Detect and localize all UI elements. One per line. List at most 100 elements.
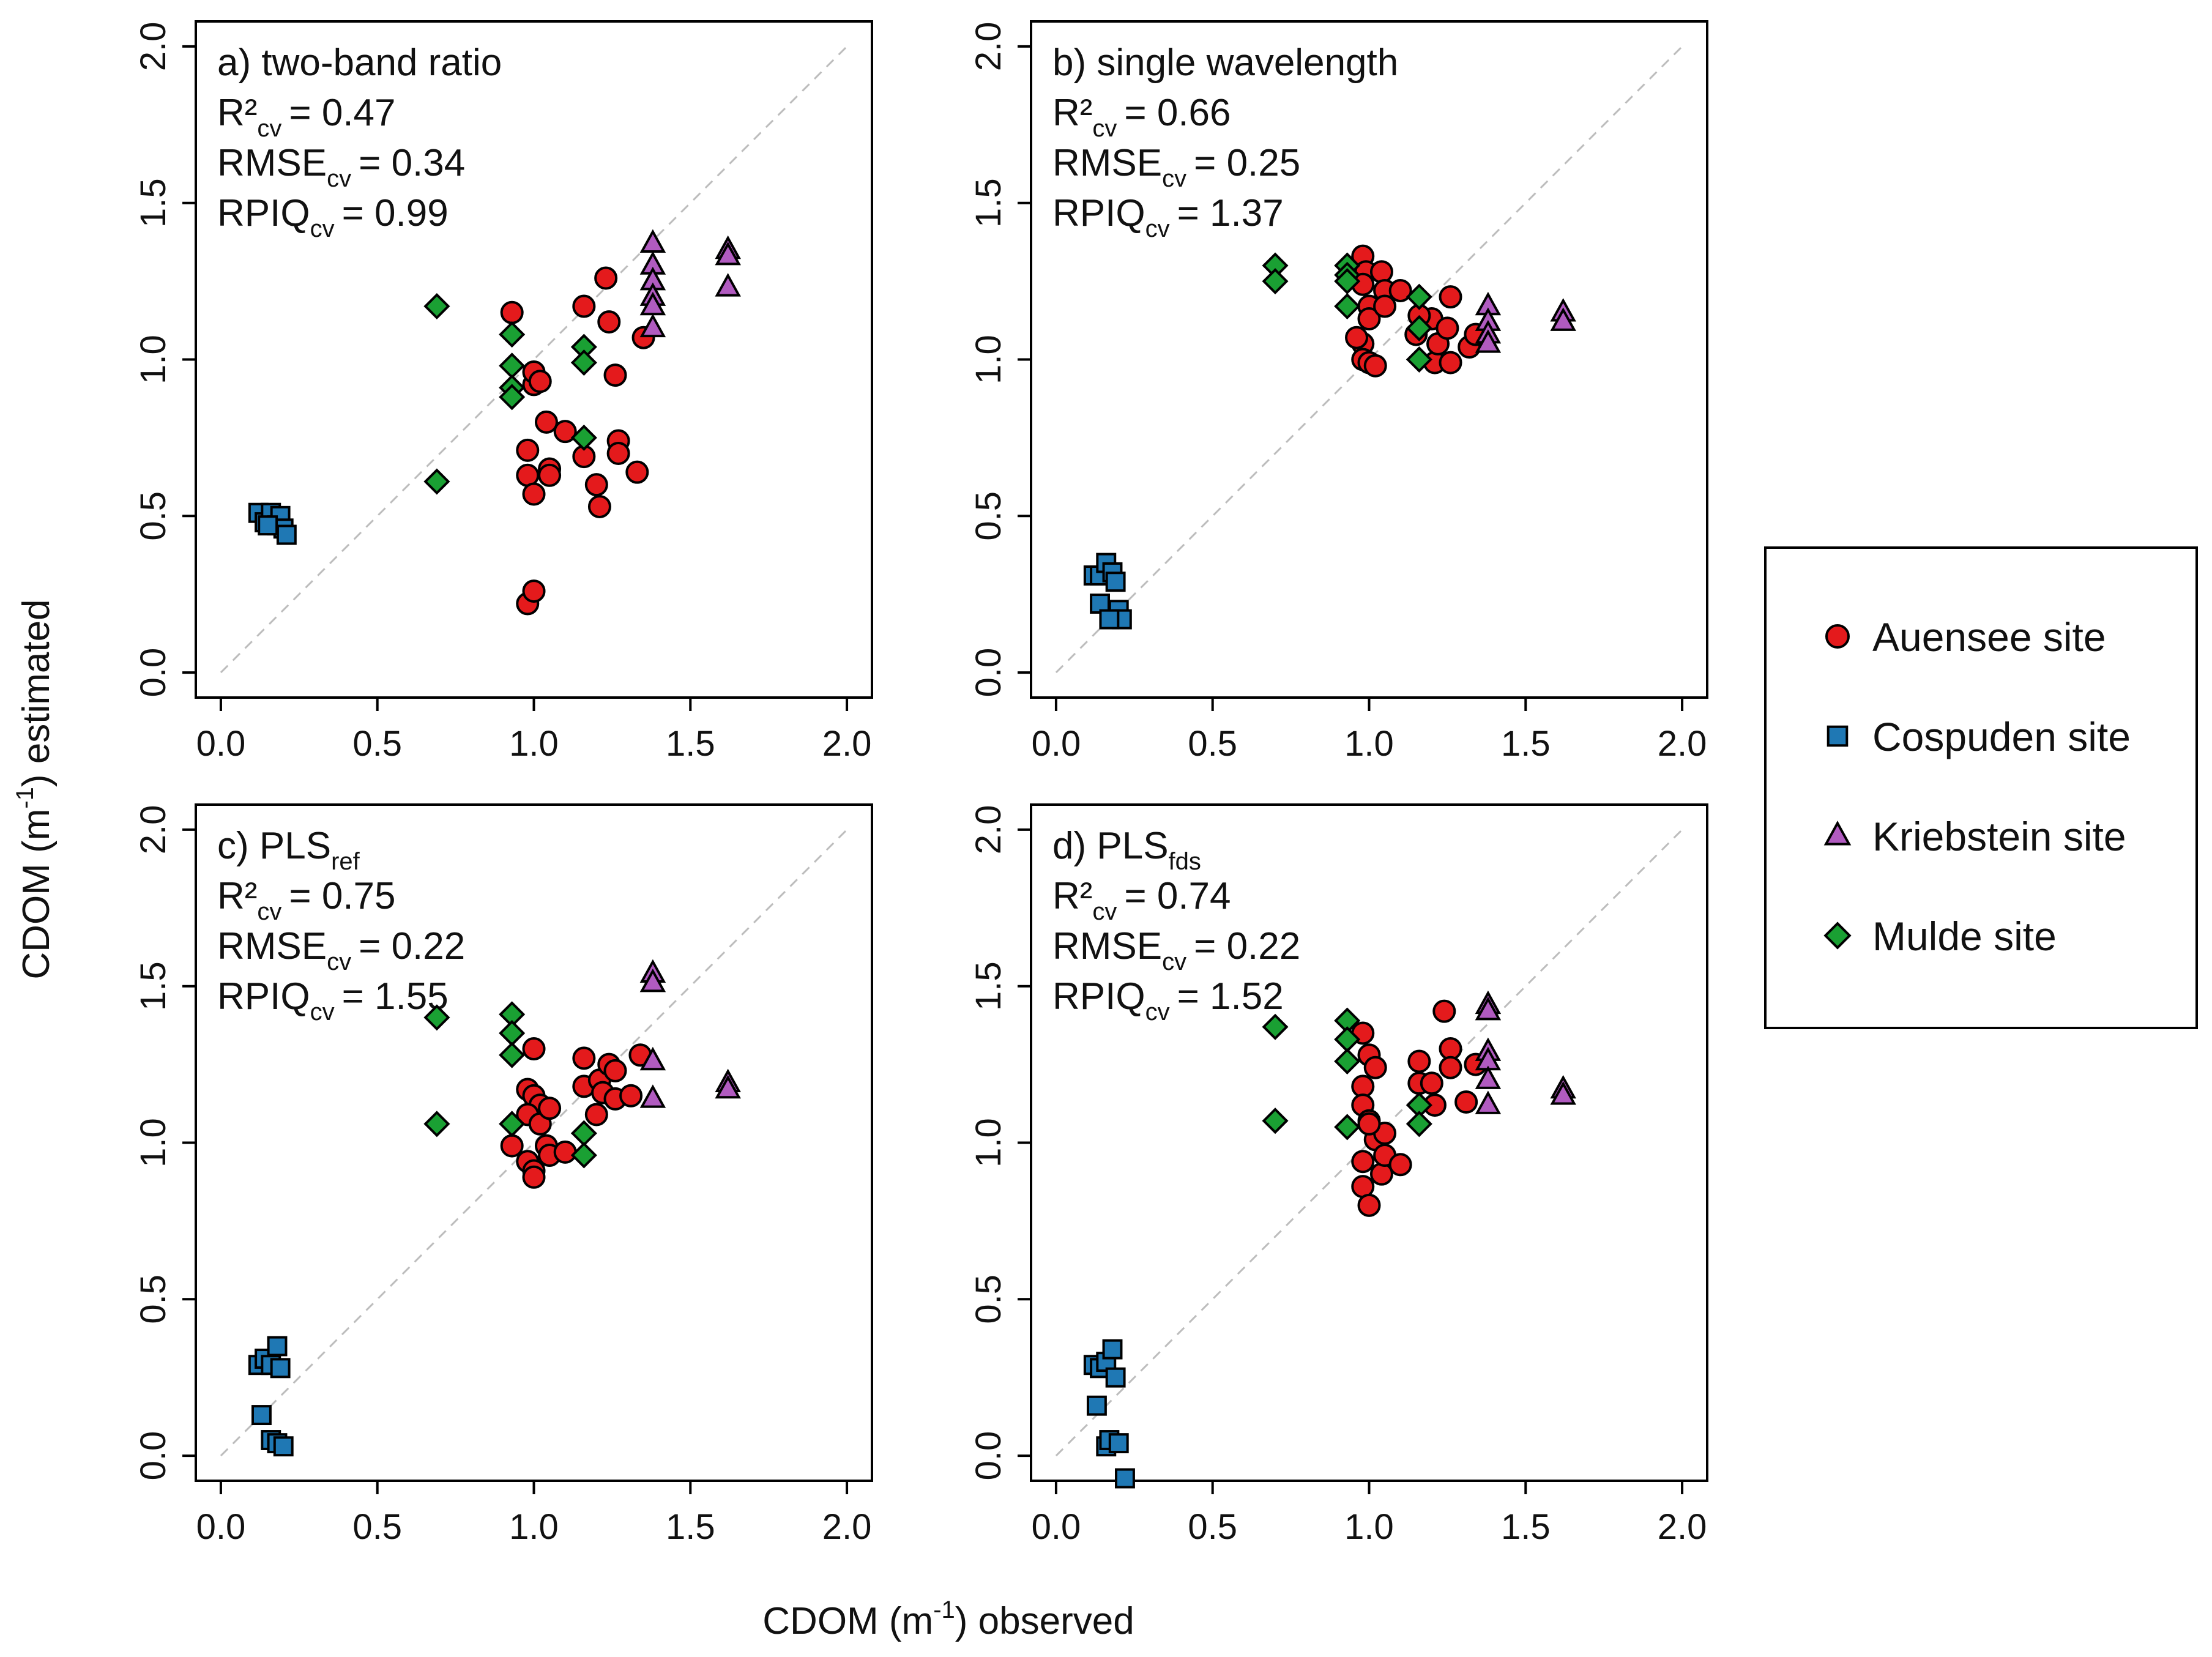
panel-c-stat-sub: cv (257, 898, 281, 925)
panel-c-series-mulde-site (423, 1001, 597, 1169)
panel-b-stat-value: = 0.25 (1194, 142, 1300, 184)
panel-d-y-tick-label: 1.5 (969, 961, 1008, 1011)
panel-a-stat-name: RPIQ (217, 192, 310, 234)
panel-b-x-tick-label: 0.0 (1032, 724, 1081, 764)
panel-b-stat-1: RMSEcv = 0.25 (1052, 142, 1300, 192)
panel-c-point (639, 968, 666, 992)
panel-a-point (570, 349, 597, 376)
x-axis-title-suffix: ) observed (955, 1600, 1134, 1642)
panel-b: 0.0 0.5 1.0 1.5 2.0 0.0 0.5 1.0 1.5 2.0 b) single … (969, 20, 1708, 764)
panel-a-stat-sub: cv (327, 165, 351, 192)
panel-a-series-cospuden-site (248, 502, 297, 545)
panel-d-y-tick-label: 0.0 (969, 1431, 1008, 1481)
panel-d-stat-1: RMSEcv = 0.22 (1052, 925, 1300, 975)
panel-b-title: b) single wavelength (1052, 42, 1398, 84)
panel-c-y-tick-label: 0.5 (133, 1275, 173, 1324)
x-axis-title-prefix: CDOM (m (762, 1600, 933, 1642)
panel-c-y-tick-label: 2.0 (133, 805, 173, 855)
legend-label: Kriebstein site (1872, 814, 2126, 859)
panel-d-x-tick-label: 1.5 (1501, 1507, 1551, 1547)
panel-d-stat-sub: cv (1092, 898, 1117, 925)
panel-d-stat-value: = 1.52 (1177, 975, 1284, 1018)
panel-b-point (1334, 268, 1361, 295)
panel-c-title-sub: ref (331, 848, 360, 875)
panel-c-point (715, 1074, 741, 1099)
legend-marker-circle (1825, 624, 1850, 649)
panel-c-stat-value: = 0.22 (359, 925, 465, 967)
panel-a-point (499, 384, 526, 411)
panel-a-title-main: a) two-band ratio (217, 42, 502, 84)
panel-d-stat-value: = 0.22 (1194, 925, 1300, 967)
panel-b-point (1406, 346, 1432, 373)
panel-b-point (1475, 329, 1502, 353)
panel-a-point (276, 524, 297, 545)
panel-d-point (1550, 1081, 1576, 1105)
panel-c-point (572, 1046, 596, 1070)
panel-d-stat-name: RPIQ (1052, 975, 1145, 1018)
panel-d-point (1102, 1339, 1123, 1360)
panel-d-title-sub: fds (1169, 848, 1201, 875)
panel-b-y-tick-label: 2.0 (969, 22, 1008, 72)
panel-c-x-tick-label: 2.0 (822, 1507, 872, 1547)
panel-a-point (603, 363, 627, 387)
panel-d-series-kriebstein-site (1475, 990, 1576, 1114)
panel-c-point (499, 1019, 526, 1046)
panel-d-point (1363, 1056, 1387, 1079)
panel-b-series-kriebstein-site (1475, 291, 1576, 353)
panel-d-y-tick-label: 0.5 (969, 1275, 1008, 1324)
panel-b-point (1099, 609, 1120, 630)
panel-c-point (553, 1140, 577, 1164)
panel-c-point (522, 1037, 546, 1061)
panel-d-stat-name: RMSE (1052, 925, 1162, 967)
panel-c-x-tick-label: 0.0 (196, 1507, 246, 1547)
panel-c-y-tick-label: 1.5 (133, 961, 173, 1011)
panel-d-point (1439, 1056, 1462, 1079)
panel-c-stat-sub: cv (327, 948, 351, 975)
panel-d-x-tick-label: 0.0 (1032, 1507, 1081, 1547)
y-axis-title-suffix: ) estimated (15, 599, 58, 787)
panel-d-x-tick-label: 2.0 (1658, 1507, 1707, 1547)
panel-b-x-tick-label: 0.5 (1188, 724, 1237, 764)
panel-d-point (1334, 1048, 1361, 1075)
panel-d-x-tick-label: 1.0 (1344, 1507, 1394, 1547)
panel-a-stat-sub: cv (310, 215, 335, 242)
panel-b-point (1334, 293, 1361, 320)
panel-a-point (570, 424, 597, 451)
panel-d-point (1334, 1114, 1361, 1141)
panel-a-point (584, 473, 608, 497)
panel-a-stat-sub: cv (257, 115, 281, 142)
panel-d-point (1454, 1090, 1478, 1114)
panel-c-stat-sub: cv (310, 999, 335, 1026)
panel-b-point (1406, 315, 1432, 341)
panel-b-point (1105, 572, 1126, 592)
panel-c-series-cospuden-site (248, 1336, 294, 1457)
panel-c-point (499, 1111, 526, 1138)
panel-a-stat-value: = 0.47 (289, 92, 395, 134)
panel-d-stat-sub: cv (1145, 999, 1170, 1026)
panel-d-point (1475, 996, 1502, 1021)
panel-a-y-tick-label: 0.0 (133, 648, 173, 698)
panel-c-point (619, 1084, 643, 1108)
panel-a-stat-1: RMSEcv = 0.34 (217, 142, 465, 192)
legend-label: Mulde site (1872, 914, 2057, 959)
panel-a-stat-2: RPIQcv = 0.99 (217, 192, 449, 242)
panel-a-stat-value: = 0.34 (359, 142, 465, 184)
panel-b-point (1439, 351, 1462, 374)
panel-a-x-tick-label: 0.5 (352, 724, 402, 764)
panel-d-point (1351, 1150, 1375, 1174)
panel-a-stat-value: = 0.99 (342, 192, 449, 234)
x-axis-title-sup: -1 (933, 1596, 955, 1623)
legend-marker-diamond (1823, 922, 1852, 950)
panel-c-x-tick-label: 1.0 (509, 1507, 559, 1547)
panel-d-point (1115, 1468, 1135, 1489)
panel-a-point (594, 266, 618, 290)
panel-c-stat-name: R² (217, 875, 257, 917)
panel-a-point (423, 293, 450, 320)
panel-b-stat-value: = 0.66 (1124, 92, 1231, 134)
panels: 0.0 0.5 1.0 1.5 2.0 0.0 0.5 1.0 1.5 2.0 a) two-ban… (133, 20, 1708, 1547)
panel-c-point (423, 1111, 450, 1138)
panel-b-point (1373, 294, 1397, 318)
panel-b-stat-value: = 1.37 (1177, 192, 1284, 234)
panel-a-point (522, 482, 546, 506)
panel-d-stat-sub: cv (1162, 948, 1186, 975)
